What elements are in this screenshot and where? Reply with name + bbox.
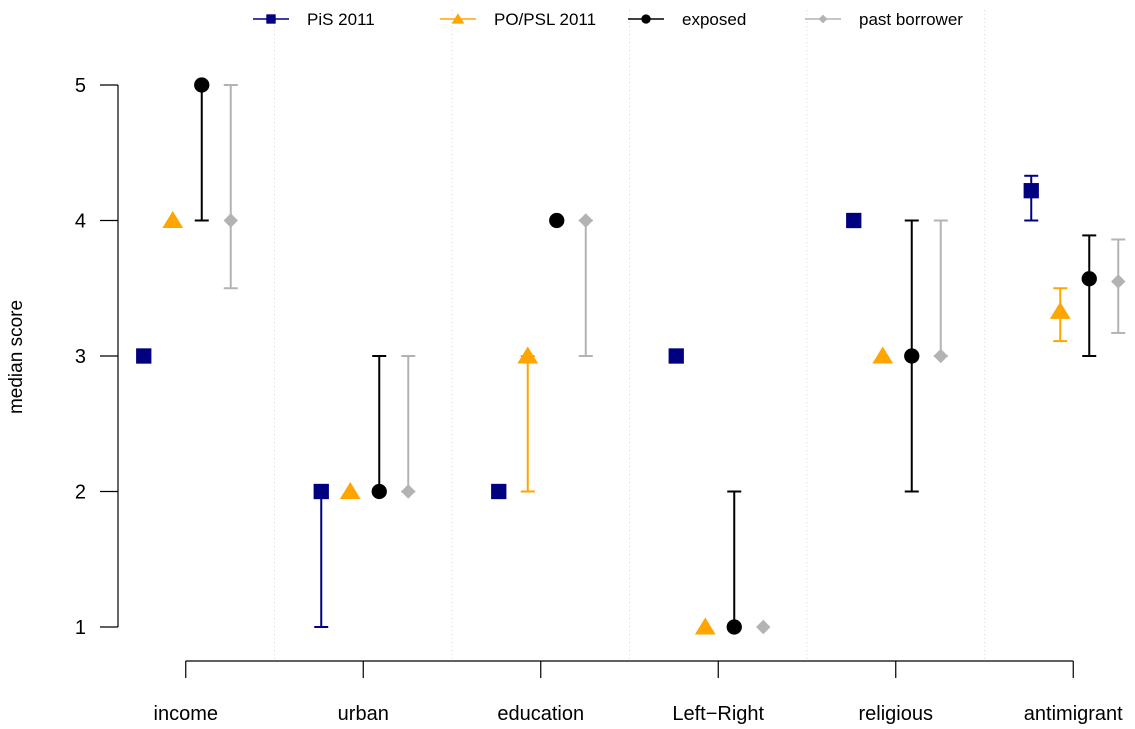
data-point	[223, 213, 238, 228]
legend-marker	[451, 13, 465, 24]
plot-marks	[136, 77, 1126, 635]
data-point	[371, 483, 387, 500]
y-tick-label: 5	[75, 75, 86, 97]
data-point	[313, 483, 329, 500]
legend-marker	[266, 14, 276, 24]
data-point	[162, 211, 184, 229]
data-point	[904, 348, 920, 364]
x-tick-label: income	[154, 703, 218, 725]
x-tick-label: antimigrant	[1024, 703, 1123, 725]
x-tick-label: religious	[859, 703, 933, 725]
y-tick-label: 2	[75, 482, 86, 504]
data-point	[1081, 271, 1097, 287]
data-point	[668, 348, 684, 364]
data-point	[1023, 183, 1039, 199]
legend-label: PiS 2011	[307, 10, 375, 29]
data-point	[578, 213, 593, 228]
category-separators	[274, 10, 985, 660]
data-point	[726, 619, 742, 635]
data-point	[401, 484, 416, 499]
data-point	[846, 212, 862, 229]
legend-label: past borrower	[859, 10, 963, 29]
data-point	[491, 483, 507, 500]
axes: 1 2 3 4 5 income urban education Left−Right relig…	[75, 75, 1123, 725]
legend-marker	[818, 14, 828, 24]
y-axis-label: median score	[6, 300, 27, 414]
data-point	[517, 346, 539, 364]
legend-marker	[641, 14, 651, 24]
data-point	[136, 348, 152, 364]
data-point	[1111, 274, 1126, 289]
data-point	[1049, 301, 1071, 319]
data-point	[694, 617, 716, 635]
x-tick-label: education	[497, 703, 584, 725]
data-point	[549, 212, 565, 229]
y-tick-label: 4	[75, 211, 86, 233]
legend: PiS 2011 PO/PSL 2011 exposed past borrower	[253, 10, 963, 29]
data-point	[933, 348, 948, 364]
y-tick-label: 1	[75, 617, 86, 639]
legend-label: PO/PSL 2011	[494, 10, 596, 29]
x-tick-label: Left−Right	[672, 703, 764, 725]
x-tick-label: urban	[338, 703, 389, 725]
data-point	[194, 77, 210, 93]
legend-label: exposed	[682, 10, 746, 29]
data-point	[756, 619, 771, 635]
data-point	[339, 482, 361, 500]
data-point	[872, 346, 894, 364]
y-tick-label: 3	[75, 346, 86, 368]
